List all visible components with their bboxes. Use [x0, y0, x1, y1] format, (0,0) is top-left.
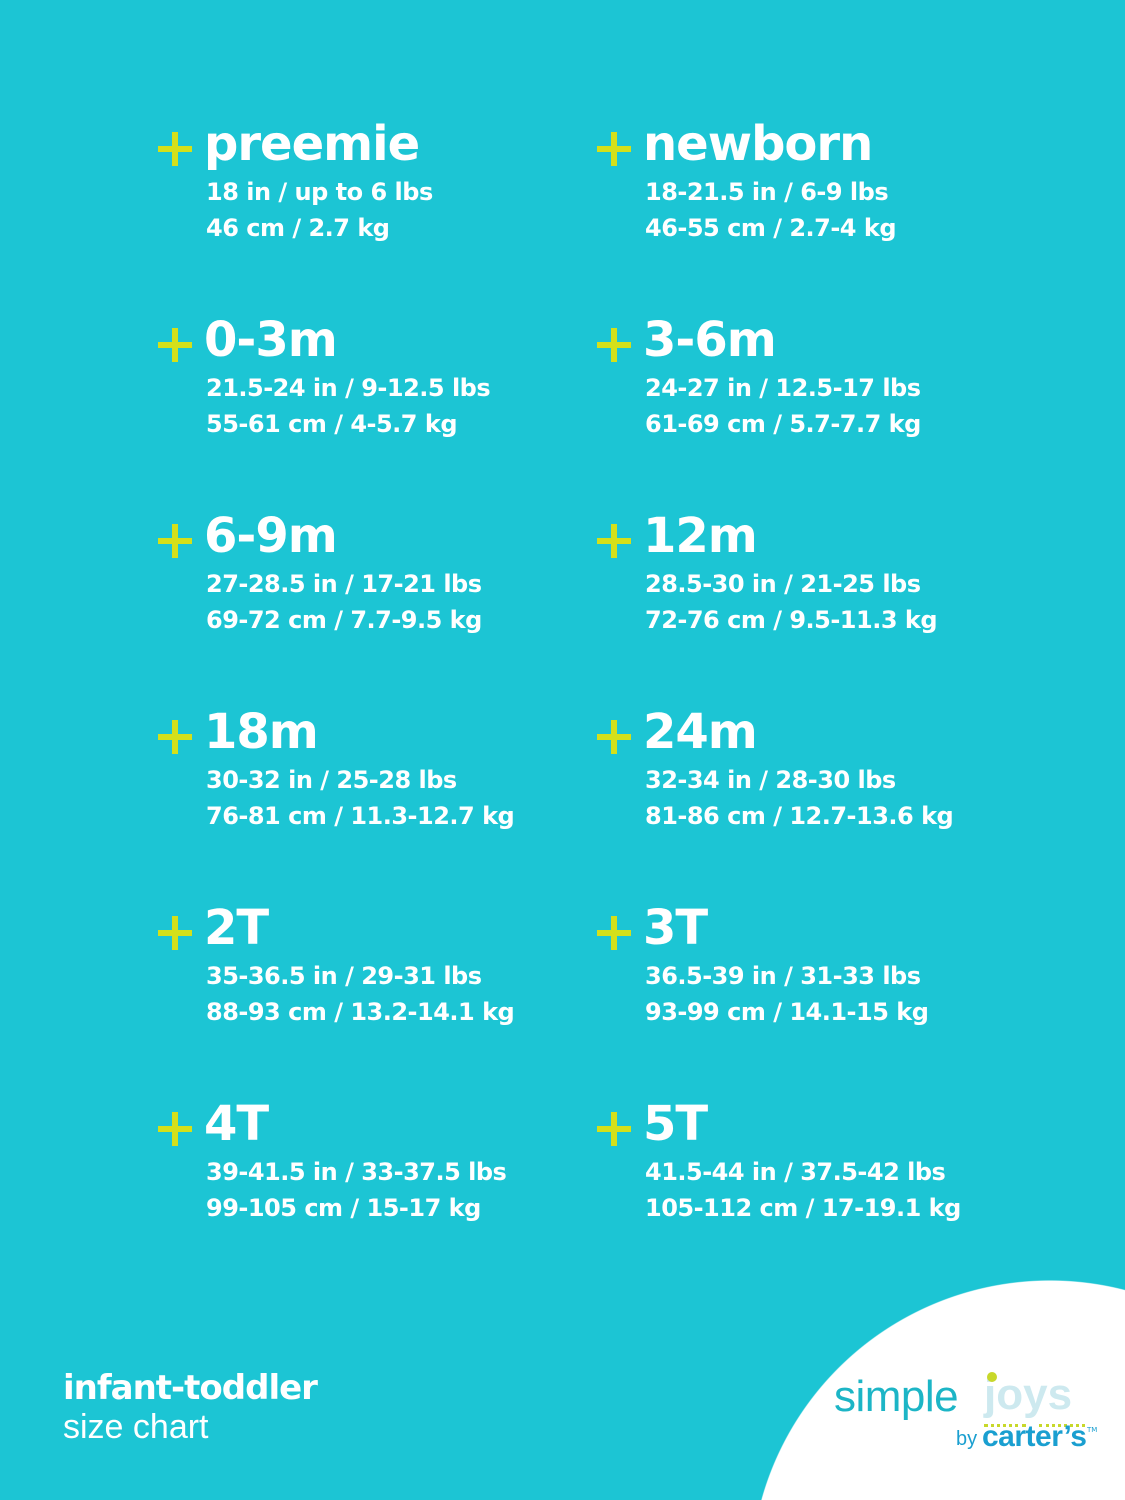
plus-icon: [597, 328, 631, 362]
plus-icon: [158, 524, 192, 558]
logo-by: by: [956, 1428, 978, 1450]
size-metric: 69-72 cm / 7.7-9.5 kg: [206, 606, 482, 634]
size-imperial: 35-36.5 in / 29-31 lbs: [206, 962, 482, 990]
plus-icon: [597, 720, 631, 754]
plus-icon: [158, 328, 192, 362]
size-metric: 46-55 cm / 2.7-4 kg: [645, 214, 897, 242]
size-metric: 55-61 cm / 4-5.7 kg: [206, 410, 458, 438]
size-imperial: 28.5-30 in / 21-25 lbs: [645, 570, 921, 598]
size-imperial: 18 in / up to 6 lbs: [206, 178, 433, 206]
size-metric: 72-76 cm / 9.5-11.3 kg: [645, 606, 938, 634]
size-name: 12m: [643, 508, 758, 564]
size-imperial: 39-41.5 in / 33-37.5 lbs: [206, 1158, 507, 1186]
size-metric: 76-81 cm / 11.3-12.7 kg: [206, 802, 515, 830]
size-metric: 99-105 cm / 15-17 kg: [206, 1194, 481, 1222]
logo-background-circle: [750, 1280, 1125, 1500]
size-metric: 61-69 cm / 5.7-7.7 kg: [645, 410, 921, 438]
size-name: 5T: [643, 1096, 708, 1152]
size-metric: 93-99 cm / 14.1-15 kg: [645, 998, 929, 1026]
caption-subtitle: size chart: [63, 1408, 209, 1446]
caption-title: infant-toddler: [63, 1368, 318, 1408]
size-imperial: 32-34 in / 28-30 lbs: [645, 766, 896, 794]
size-name: 2T: [204, 900, 269, 956]
size-metric: 105-112 cm / 17-19.1 kg: [645, 1194, 961, 1222]
chart-caption: infant-toddler size chart: [63, 1368, 318, 1447]
size-imperial: 30-32 in / 25-28 lbs: [206, 766, 457, 794]
size-imperial: 24-27 in / 12.5-17 lbs: [645, 374, 921, 402]
logo-dotted-line: [1039, 1424, 1085, 1430]
size-imperial: 41.5-44 in / 37.5-42 lbs: [645, 1158, 946, 1186]
size-name: 18m: [204, 704, 319, 760]
size-name: 4T: [204, 1096, 269, 1152]
size-imperial: 21.5-24 in / 9-12.5 lbs: [206, 374, 491, 402]
logo-dot-icon: [987, 1372, 997, 1382]
logo-joys: joys: [984, 1370, 1073, 1419]
logo-brand: carter’s: [982, 1420, 1087, 1453]
plus-icon: [597, 524, 631, 558]
plus-icon: [597, 1112, 631, 1146]
plus-icon: [597, 916, 631, 950]
size-name: 3-6m: [643, 312, 777, 368]
logo-dotted-line: [984, 1424, 1026, 1430]
logo-trademark: TM: [1087, 1426, 1098, 1434]
size-imperial: 36.5-39 in / 31-33 lbs: [645, 962, 921, 990]
size-name: 0-3m: [204, 312, 338, 368]
size-imperial: 27-28.5 in / 17-21 lbs: [206, 570, 482, 598]
brand-logo: simple joys by carter’s TM: [834, 1370, 1098, 1462]
plus-icon: [597, 132, 631, 166]
size-name: 6-9m: [204, 508, 338, 564]
size-name: 3T: [643, 900, 708, 956]
size-name: 24m: [643, 704, 758, 760]
plus-icon: [158, 916, 192, 950]
plus-icon: [158, 1112, 192, 1146]
size-metric: 81-86 cm / 12.7-13.6 kg: [645, 802, 954, 830]
size-metric: 88-93 cm / 13.2-14.1 kg: [206, 998, 515, 1026]
plus-icon: [158, 720, 192, 754]
logo-simple: simple: [834, 1372, 959, 1421]
plus-icon: [158, 132, 192, 166]
size-name: newborn: [643, 116, 873, 172]
size-name: preemie: [204, 116, 420, 172]
size-imperial: 18-21.5 in / 6-9 lbs: [645, 178, 889, 206]
size-metric: 46 cm / 2.7 kg: [206, 214, 390, 242]
